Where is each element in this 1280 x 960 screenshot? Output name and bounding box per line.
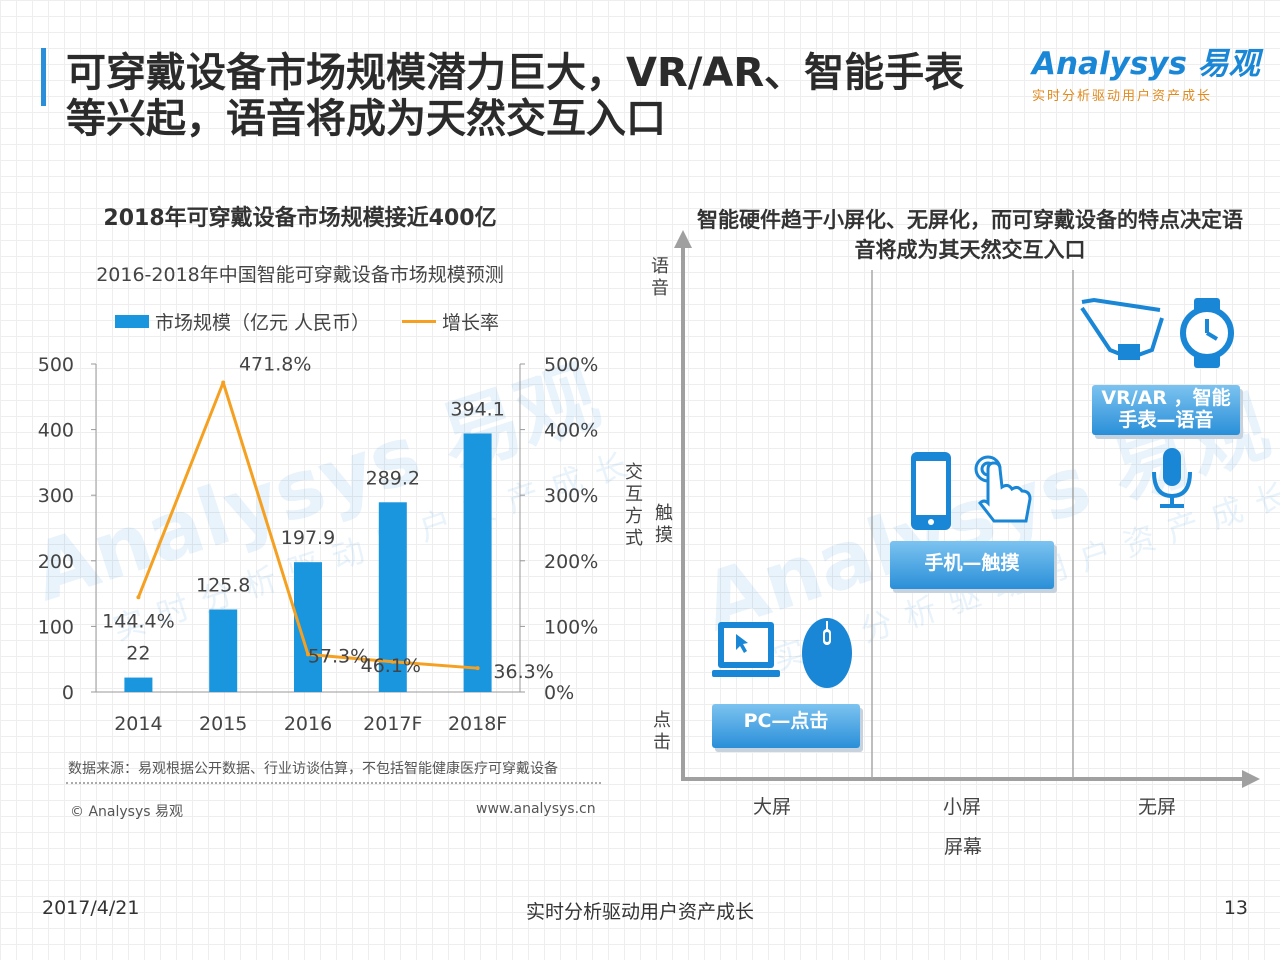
y-left-tick-label: 0	[62, 682, 74, 704]
bar-2018F	[463, 433, 492, 692]
x-tick-label: 2017F	[363, 713, 422, 735]
logo-main: Analysys 易观	[1032, 46, 1260, 82]
source-divider	[66, 782, 601, 784]
footer-slogan: 实时分析驱动用户资产成长	[525, 901, 754, 923]
interaction-diagram	[674, 230, 1260, 788]
logo-tagline: 实时分析驱动用户资产成长	[1032, 89, 1213, 104]
tag-vr-voice: VR/AR ，智能 手表—语音	[1092, 385, 1240, 435]
bar-value-label: 22	[126, 643, 150, 665]
y-right-tick-label: 300%	[544, 485, 598, 507]
x-tick-label: 2015	[199, 713, 247, 735]
bar-2015	[209, 609, 238, 692]
tag-vr-line2: 手表—语音	[1118, 409, 1214, 431]
x-level-none: 无屏	[1137, 796, 1176, 818]
y-level-touch: 触摸	[655, 503, 673, 546]
growth-value-label: 57.3%	[308, 645, 368, 667]
page-number: 13	[1223, 897, 1248, 919]
x-tick-label: 2016	[284, 713, 332, 735]
chart-legend: 市场规模（亿元 人民币） 增长率	[115, 308, 499, 335]
bar-2014	[124, 677, 153, 692]
data-source: 数据来源：易观根据公开数据、行业访谈估算，不包括智能健康医疗可穿戴设备	[68, 761, 558, 777]
bar-value-label: 394.1	[450, 398, 504, 420]
legend-line-label: 增长率	[442, 312, 500, 334]
x-level-large: 大屏	[752, 796, 791, 818]
y-right-tick-label: 0%	[544, 682, 574, 704]
legend-bar-label: 市场规模（亿元 人民币）	[155, 312, 371, 334]
y-left-tick-label: 100	[38, 616, 74, 638]
legend-line-swatch	[402, 320, 437, 323]
bar-value-label: 125.8	[196, 574, 250, 596]
y-axis-arrow	[674, 230, 692, 248]
y-left-tick-label: 400	[38, 420, 74, 442]
right-heading: 智能硬件趋于小屏化、无屏化，而可穿戴设备的特点决定语音将成为其天然交互入口	[697, 208, 1243, 262]
tag-vr-line1: VR/AR ，智能	[1101, 387, 1231, 409]
growth-point-2017F	[390, 659, 395, 664]
logo: Analysys 易观 实时分析驱动用户资产成长	[1032, 38, 1260, 108]
y-level-click: 点击	[653, 710, 671, 753]
x-axis-title: 屏幕	[943, 836, 982, 858]
y-right-tick-label: 200%	[544, 551, 598, 573]
copyright: © Analysys 易观	[70, 804, 183, 820]
y-level-voice: 语音	[651, 256, 669, 299]
tag-phone-touch: 手机—触摸	[890, 541, 1054, 589]
smart-glasses-icon	[1080, 297, 1164, 361]
smartphone-icon	[911, 452, 951, 530]
legend-bar-swatch	[115, 315, 149, 328]
y-right-tick-label: 400%	[544, 420, 598, 442]
bar-value-label: 289.2	[366, 467, 420, 489]
y-left-tick-label: 500	[38, 354, 74, 376]
market-size-chart: 0 100 200 300 400 500 0% 100% 200% 300% 400% 500% 20…	[38, 353, 599, 735]
footer-date: 2017/4/21	[42, 897, 140, 919]
x-level-small: 小屏	[942, 796, 981, 818]
page-title: 可穿戴设备市场规模潜力巨大，VR/AR、智能手表等兴起，语音将成为天然交互入口	[66, 50, 965, 142]
microphone-icon	[1152, 448, 1192, 508]
growth-point-2018F	[475, 666, 480, 671]
y-axis-title: 交互方式	[625, 462, 643, 549]
x-axis-arrow	[1242, 770, 1260, 788]
chart-title: 2016-2018年中国智能可穿戴设备市场规模预测	[96, 264, 504, 286]
growth-value-label: 36.3%	[493, 661, 553, 683]
tag-pc-click: PC—点击	[712, 704, 860, 748]
title-accent-bar	[41, 48, 46, 106]
growth-point-2014	[136, 595, 141, 600]
bar-value-label: 197.9	[281, 527, 335, 549]
growth-value-label: 471.8%	[239, 353, 311, 375]
growth-value-label: 144.4%	[102, 610, 174, 632]
growth-point-2015	[221, 380, 226, 385]
x-tick-label: 2014	[114, 713, 162, 735]
y-right-tick-label: 100%	[544, 616, 598, 638]
y-right-tick-label: 500%	[544, 354, 598, 376]
y-left-tick-label: 200	[38, 551, 74, 573]
laptop-icon	[712, 622, 780, 677]
growth-value-label: 46.1%	[361, 655, 421, 677]
website: www.analysys.cn	[476, 801, 596, 817]
smartwatch-icon	[1180, 298, 1234, 368]
hand-tap-icon	[974, 455, 1032, 523]
y-left-tick-label: 300	[38, 485, 74, 507]
left-heading: 2018年可穿戴设备市场规模接近400亿	[103, 206, 497, 231]
growth-point-2016	[306, 652, 310, 657]
x-tick-label: 2018F	[448, 713, 507, 735]
mouse-icon	[802, 618, 852, 688]
